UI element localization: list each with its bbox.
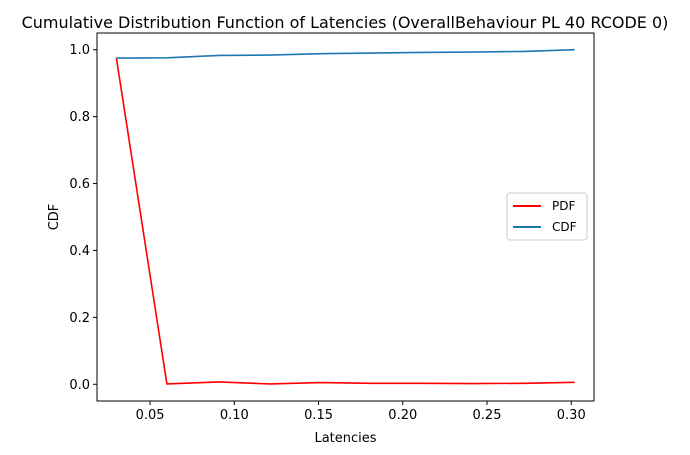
legend-box [506, 192, 588, 241]
y-tick-label: 0.6 [69, 177, 90, 192]
legend-cdf-label: CDF [552, 220, 577, 234]
y-axis-label: CDF [47, 204, 62, 231]
plot-frame [96, 32, 595, 402]
x-tick-label: 0.05 [136, 408, 165, 423]
series-line-cdf [116, 48, 575, 59]
y-tick-label: 0.8 [69, 110, 90, 125]
x-tick-label: 0.15 [304, 408, 333, 423]
y-tick-label: 1.0 [69, 43, 90, 58]
x-tick-label: 0.25 [473, 408, 502, 423]
x-tick-label: 0.30 [557, 408, 586, 423]
legend-pdf-label: PDF [552, 199, 575, 213]
y-tick-label: 0.0 [69, 378, 90, 393]
plot-lines [115, 48, 575, 385]
y-ticks: 0.0 0.2 0.4 0.6 0.8 1.0 [69, 43, 97, 393]
x-tick-label: 0.10 [220, 408, 249, 423]
series-line-pdf [115, 57, 575, 385]
y-tick-label: 0.2 [69, 311, 90, 326]
chart-title: Cumulative Distribution Function of Late… [22, 13, 669, 32]
x-ticks: 0.05 0.10 0.15 0.20 0.25 0.30 [136, 401, 586, 423]
x-axis-label: Latencies [314, 431, 376, 446]
legend: PDF CDF [506, 192, 588, 241]
x-tick-label: 0.20 [388, 408, 417, 423]
y-tick-label: 0.4 [69, 244, 90, 259]
